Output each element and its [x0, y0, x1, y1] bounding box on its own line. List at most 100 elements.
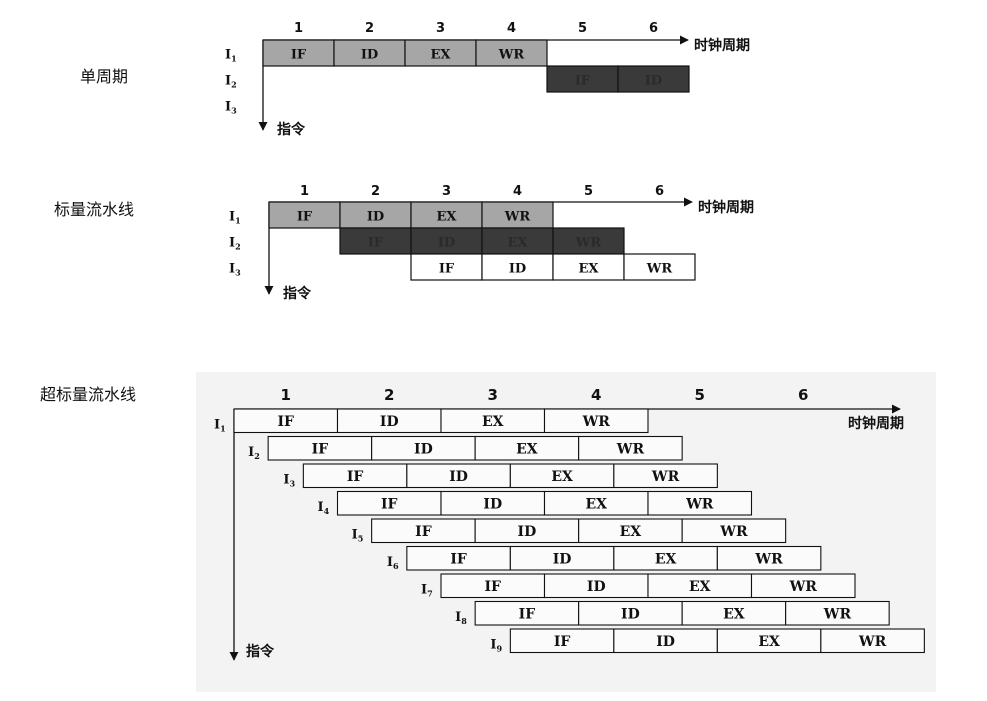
superscalar-instr-I7: I7	[421, 582, 433, 598]
superscalar-I7-stage-IF: IF	[485, 579, 502, 595]
single-cycle-3: 3	[436, 21, 445, 36]
superscalar-I5-stage-ID: ID	[518, 524, 537, 540]
single-cycle-4: 4	[507, 21, 516, 36]
superscalar-I8-stage-IF: IF	[519, 607, 536, 623]
superscalar-instr-I9: I9	[490, 637, 502, 653]
superscalar-cycle-6: 6	[798, 386, 808, 404]
superscalar-I2-stage-IF: IF	[312, 442, 329, 458]
superscalar-I8-cell-WR	[785, 600, 890, 626]
superscalar-I8-stage-ID: ID	[621, 607, 640, 623]
superscalar-instr-I5: I5	[352, 527, 364, 543]
scalar-instr-axis-label: 指令	[283, 285, 312, 302]
scalar-I3-stage-ID: ID	[509, 262, 526, 277]
superscalar-I7-stage-ID: ID	[587, 579, 606, 595]
superscalar-I1-stage-WR: WR	[582, 414, 611, 430]
superscalar-I9-stage-IF: IF	[554, 634, 571, 650]
scalar-I3-stage-WR: WR	[646, 262, 673, 277]
scalar-I1-cell-WR	[481, 201, 554, 229]
superscalar-time-axis-label: 时钟周期	[848, 415, 904, 432]
superscalar-I3-stage-ID: ID	[449, 469, 468, 485]
single-instr-I3: I3	[225, 100, 237, 116]
superscalar-instr-I6: I6	[387, 555, 399, 571]
single-I2-stage-IF: IF	[575, 74, 591, 89]
superscalar-I5-cell-WR	[681, 518, 787, 544]
superscalar-I4-cell-WR	[647, 490, 753, 516]
superscalar-I2-stage-WR: WR	[616, 442, 645, 458]
superscalar-I6-stage-EX: EX	[655, 552, 677, 568]
single-cycle-1: 1	[294, 21, 303, 36]
single-instr-axis-label: 指令	[277, 121, 306, 138]
superscalar-I6-cell-WR	[716, 545, 822, 571]
scalar-instr-I3: I3	[229, 262, 241, 278]
superscalar-I2-cell-WR	[578, 435, 683, 461]
scalar-I2-stage-IF: IF	[368, 236, 384, 251]
scalar-cycle-2: 2	[371, 184, 380, 199]
single-I1-cell-ID	[333, 39, 406, 67]
superscalar-I2-stage-ID: ID	[414, 442, 433, 458]
scalar-cycle-4: 4	[513, 184, 522, 199]
superscalar-cycle-4: 4	[591, 386, 601, 404]
single-cycle-5: 5	[578, 21, 587, 36]
superscalar-I3-stage-WR: WR	[651, 469, 680, 485]
superscalar-I7-stage-WR: WR	[789, 579, 818, 595]
single-cycle-6: 6	[649, 21, 658, 36]
scalar-I3-stage-EX: EX	[579, 262, 600, 277]
single-I1-cell-WR	[475, 39, 548, 67]
superscalar-I9-cell-WR	[820, 628, 925, 654]
single-I1-stage-IF: IF	[291, 48, 307, 63]
single-instr-I2: I2	[225, 74, 237, 90]
superscalar-I2-stage-EX: EX	[516, 442, 538, 458]
single-I2-stage-ID: ID	[645, 74, 662, 89]
superscalar-I1-stage-EX: EX	[482, 414, 504, 430]
scalar-I3-cell-ID	[481, 253, 554, 281]
scalar-I3-cell-WR	[623, 253, 696, 281]
superscalar-I7-stage-EX: EX	[689, 579, 711, 595]
single-I2-cell-ID	[617, 65, 690, 93]
superscalar-I4-stage-IF: IF	[381, 497, 398, 513]
superscalar-I1-cell-WR	[543, 408, 649, 434]
superscalar-I8-stage-EX: EX	[723, 607, 745, 623]
superscalar-instr-I1: I1	[214, 417, 226, 433]
scalar-I2-stage-WR: WR	[575, 236, 602, 251]
scalar-I1-stage-WR: WR	[504, 210, 531, 225]
superscalar-I6-stage-WR: WR	[754, 552, 783, 568]
scalar-I1-stage-IF: IF	[297, 210, 313, 225]
scalar-cycle-3: 3	[442, 184, 451, 199]
scalar-I1-stage-ID: ID	[367, 210, 384, 225]
superscalar-instr-I3: I3	[283, 472, 295, 488]
label-single-cycle: 单周期	[80, 67, 129, 86]
superscalar-I9-stage-EX: EX	[758, 634, 780, 650]
superscalar-cycle-5: 5	[695, 386, 705, 404]
single-time-axis-label: 时钟周期	[694, 37, 750, 54]
single-I1-stage-WR: WR	[498, 48, 525, 63]
single-cycle-2: 2	[365, 21, 374, 36]
scalar-I1-cell-IF	[268, 201, 341, 229]
scalar-time-axis-label: 时钟周期	[698, 199, 754, 216]
superscalar-I5-stage-WR: WR	[719, 524, 748, 540]
superscalar-I6-stage-ID: ID	[553, 552, 572, 568]
superscalar-cycle-3: 3	[488, 386, 498, 404]
superscalar-I7-cell-WR	[750, 573, 856, 599]
scalar-cycle-1: 1	[300, 184, 309, 199]
scalar-I3-cell-IF	[410, 253, 483, 281]
superscalar-cycle-1: 1	[281, 386, 291, 404]
scalar-instr-I1: I1	[229, 210, 241, 226]
superscalar-I5-stage-IF: IF	[415, 524, 432, 540]
scalar-I2-stage-ID: ID	[438, 236, 455, 251]
scalar-instr-I2: I2	[229, 236, 241, 252]
scalar-I1-cell-EX	[410, 201, 483, 229]
superscalar-I8-stage-WR: WR	[823, 607, 852, 623]
superscalar-instr-axis-label: 指令	[246, 643, 275, 660]
single-I1-stage-EX: EX	[431, 48, 452, 63]
superscalar-instr-I4: I4	[318, 500, 330, 516]
superscalar-I4-stage-WR: WR	[685, 497, 714, 513]
scalar-I2-cell-IF	[339, 227, 412, 255]
superscalar-I1-stage-IF: IF	[278, 414, 295, 430]
superscalar-I4-stage-EX: EX	[585, 497, 607, 513]
superscalar-I6-stage-IF: IF	[450, 552, 467, 568]
superscalar-instr-I2: I2	[248, 445, 260, 461]
single-I1-stage-ID: ID	[361, 48, 378, 63]
label-superscalar-pipeline: 超标量流水线	[40, 385, 137, 404]
single-instr-I1: I1	[225, 48, 237, 64]
